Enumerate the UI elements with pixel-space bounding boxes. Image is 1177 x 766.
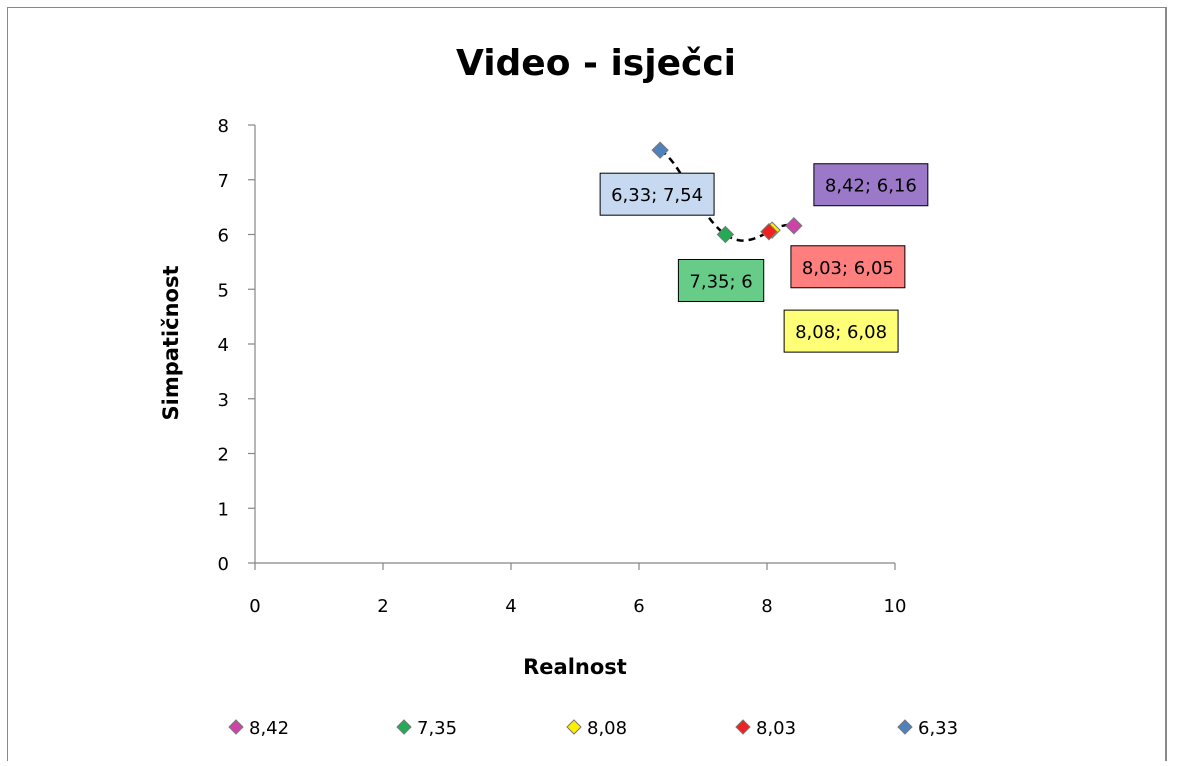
legend-marker [228,719,244,735]
data-points [651,141,803,244]
legend-label: 8,08 [587,718,627,739]
legend-label: 6,33 [918,718,958,739]
x-tick-label: 10 [884,596,907,617]
legend: 8,42 7,35 8,08 8,03 6,33 [228,718,958,739]
data-labels: 8,42; 6,16 7,35; 6 8,08; 6,08 8,03; 6,05 6,3… [599,163,929,353]
data-label: 8,42; 6,16 [825,176,917,197]
legend-marker [897,719,913,735]
x-tick-label: 6 [633,596,644,617]
y-tick-label: 1 [218,499,229,520]
legend-marker [396,719,412,735]
y-tick-label: 8 [218,116,229,137]
data-label-box [813,163,929,207]
legend-marker [566,719,582,735]
x-tick-label: 0 [249,596,260,617]
x-tick-label: 2 [377,596,388,617]
chart-frame [7,7,1167,761]
y-tick-label: 4 [218,335,229,356]
data-label-box [790,245,906,289]
y-tick-label: 0 [218,554,229,575]
y-tick-label: 7 [218,171,229,192]
legend-label: 7,35 [417,718,457,739]
data-point-8,42 [785,217,803,235]
x-tick-label: 4 [505,596,516,617]
legend-label: 8,42 [249,718,289,739]
y-tick-label: 3 [218,390,229,411]
data-label: 8,03; 6,05 [802,258,894,279]
x-axis-title: Realnost [523,655,627,679]
y-tick-label: 6 [218,226,229,247]
y-tick-label: 2 [218,445,229,466]
chart-title: Video - isječci [456,43,736,84]
legend-marker [735,719,751,735]
x-tick-label: 8 [761,596,772,617]
data-label-box [783,309,899,353]
axes: 0 2 4 6 8 10 0 1 2 3 4 5 6 7 8 [218,116,907,617]
y-axis-title: Simpatičnost [159,265,183,420]
data-label: 6,33; 7,54 [611,185,703,206]
data-point-6,33 [651,141,669,159]
data-label-box [677,259,765,302]
data-point-7,35 [716,225,735,244]
y-tick-label: 5 [218,280,229,301]
data-label: 8,08; 6,08 [795,322,887,343]
legend-label: 8,03 [756,718,796,739]
data-label-box [599,172,715,216]
data-point-8,03 [760,223,778,241]
data-label: 7,35; 6 [689,272,752,293]
